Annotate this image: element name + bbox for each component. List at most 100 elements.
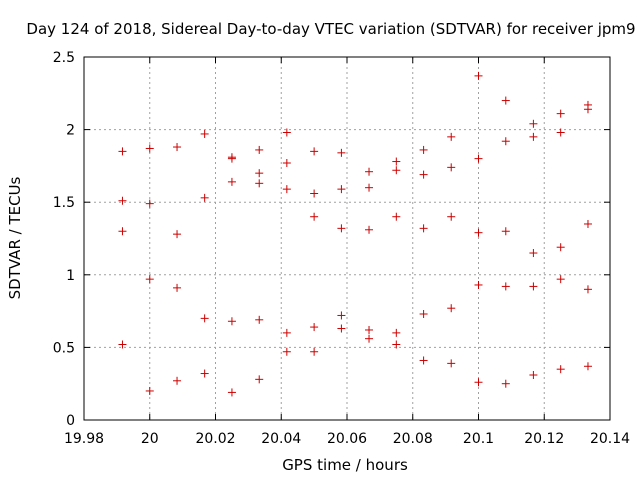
x-tick-label: 20.12 (524, 431, 564, 447)
data-point (529, 282, 538, 291)
data-point (501, 227, 510, 236)
data-point (529, 132, 538, 141)
axis-ticks: 19.98 20 20.02 20.04 20.06 20.08 20.1 20.12 20.1… (53, 50, 630, 447)
data-point (255, 179, 264, 188)
x-tick-label: 20.1 (463, 431, 494, 447)
data-point (392, 166, 401, 175)
data-point (392, 340, 401, 349)
x-tick-label: 20.14 (590, 431, 630, 447)
data-point (173, 230, 182, 239)
data-point (474, 378, 483, 387)
data-point (310, 147, 319, 156)
y-tick-label: 0.5 (53, 340, 75, 356)
data-point (501, 379, 510, 388)
data-point (337, 148, 346, 157)
data-point (447, 132, 456, 141)
data-point (556, 243, 565, 252)
y-tick-label: 2 (66, 123, 75, 139)
data-point (310, 347, 319, 356)
data-point (255, 315, 264, 324)
data-point (447, 212, 456, 221)
data-point (419, 145, 428, 154)
data-point (501, 282, 510, 291)
data-point (583, 285, 592, 294)
data-point (419, 170, 428, 179)
data-point (556, 365, 565, 374)
data-point (392, 212, 401, 221)
data-point (337, 311, 346, 320)
data-point (337, 324, 346, 333)
data-point (447, 163, 456, 172)
data-point (337, 185, 346, 194)
data-point (365, 225, 374, 234)
data-point (282, 185, 291, 194)
y-tick-label: 1 (66, 268, 75, 284)
data-point (529, 249, 538, 258)
data-point (474, 228, 483, 237)
data-point (282, 128, 291, 137)
data-point (200, 129, 209, 138)
data-point (200, 369, 209, 378)
data-point (583, 219, 592, 228)
data-point (529, 370, 538, 379)
data-point (255, 375, 264, 384)
x-tick-label: 20.08 (393, 431, 433, 447)
data-point (310, 212, 319, 221)
y-tick-label: 1.5 (53, 195, 75, 211)
data-point (118, 340, 127, 349)
data-point (227, 177, 236, 186)
data-point (556, 275, 565, 284)
y-tick-label: 0 (66, 413, 75, 429)
data-point (556, 109, 565, 118)
data-point (145, 275, 154, 284)
data-point (173, 283, 182, 292)
x-tick-label: 20.02 (195, 431, 235, 447)
data-point (474, 280, 483, 289)
data-point (282, 328, 291, 337)
data-point (200, 193, 209, 202)
data-point (474, 154, 483, 163)
data-point (501, 137, 510, 146)
data-point (282, 347, 291, 356)
data-point (583, 362, 592, 371)
data-point (310, 323, 319, 332)
y-axis-title: SDTVAR / TECUs (6, 176, 24, 299)
y-tick-label: 2.5 (53, 50, 75, 66)
data-point (365, 167, 374, 176)
data-point (173, 376, 182, 385)
data-point (529, 119, 538, 128)
x-tick-label: 20.04 (261, 431, 301, 447)
data-point (365, 334, 374, 343)
x-tick-label: 20 (141, 431, 159, 447)
data-point (255, 145, 264, 154)
data-point (419, 310, 428, 319)
data-point (392, 328, 401, 337)
data-point (145, 386, 154, 395)
data-point (365, 325, 374, 334)
data-point (419, 356, 428, 365)
data-point (173, 143, 182, 152)
grid (84, 57, 610, 420)
data-points (118, 71, 592, 397)
x-tick-label: 20.06 (327, 431, 367, 447)
data-point (200, 314, 209, 323)
data-point (145, 199, 154, 208)
data-point (337, 224, 346, 233)
data-point (145, 144, 154, 153)
data-point (227, 154, 236, 163)
data-point (310, 189, 319, 198)
x-tick-label: 19.98 (64, 431, 104, 447)
data-point (118, 196, 127, 205)
data-point (474, 71, 483, 80)
data-point (118, 147, 127, 156)
data-point (419, 224, 428, 233)
data-point (282, 158, 291, 167)
x-axis-title: GPS time / hours (282, 456, 408, 474)
data-point (365, 183, 374, 192)
data-point (447, 359, 456, 368)
data-point (501, 96, 510, 105)
data-point (227, 388, 236, 397)
data-point (118, 227, 127, 236)
data-point (255, 169, 264, 178)
